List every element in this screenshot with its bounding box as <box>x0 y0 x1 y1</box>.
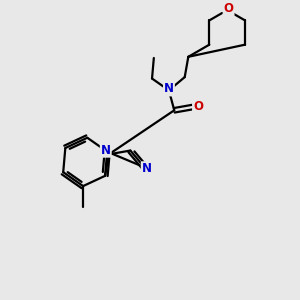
Text: O: O <box>193 100 203 113</box>
Text: N: N <box>101 144 111 157</box>
Text: N: N <box>164 82 174 95</box>
Text: O: O <box>224 2 234 15</box>
Text: N: N <box>142 162 152 175</box>
